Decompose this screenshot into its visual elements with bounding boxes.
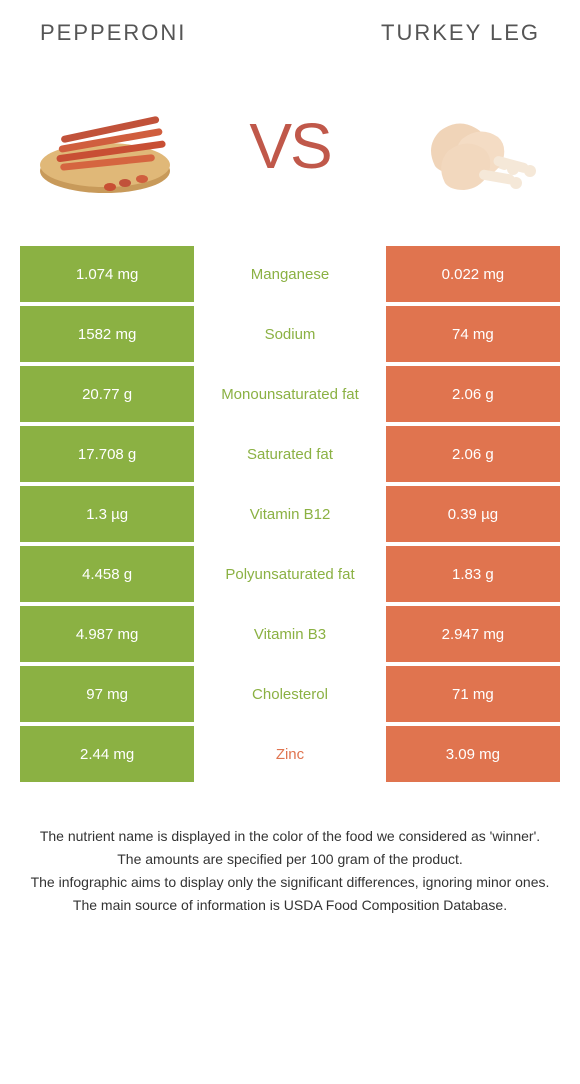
nutrient-row: 1.074 mgManganese0.022 mg xyxy=(20,246,560,302)
value-left: 1582 mg xyxy=(20,306,194,362)
value-right: 0.022 mg xyxy=(386,246,560,302)
footer-notes: The nutrient name is displayed in the co… xyxy=(0,786,580,916)
value-right: 0.39 µg xyxy=(386,486,560,542)
value-right: 3.09 mg xyxy=(386,726,560,782)
nutrient-row: 2.44 mgZinc3.09 mg xyxy=(20,726,560,782)
footer-line-4: The main source of information is USDA F… xyxy=(24,895,556,916)
value-right: 1.83 g xyxy=(386,546,560,602)
value-left: 97 mg xyxy=(20,666,194,722)
nutrient-label: Polyunsaturated fat xyxy=(194,546,386,602)
value-left: 1.074 mg xyxy=(20,246,194,302)
vs-label: VS xyxy=(249,109,330,183)
nutrient-label: Monounsaturated fat xyxy=(194,366,386,422)
nutrient-label: Zinc xyxy=(194,726,386,782)
vs-row: VS xyxy=(0,56,580,246)
value-right: 74 mg xyxy=(386,306,560,362)
pepperoni-image xyxy=(30,86,190,206)
nutrient-row: 20.77 gMonounsaturated fat2.06 g xyxy=(20,366,560,422)
nutrient-row: 97 mgCholesterol71 mg xyxy=(20,666,560,722)
nutrient-row: 17.708 gSaturated fat2.06 g xyxy=(20,426,560,482)
value-right: 71 mg xyxy=(386,666,560,722)
nutrient-label: Cholesterol xyxy=(194,666,386,722)
nutrient-label: Vitamin B3 xyxy=(194,606,386,662)
nutrient-row: 4.987 mgVitamin B32.947 mg xyxy=(20,606,560,662)
footer-line-1: The nutrient name is displayed in the co… xyxy=(24,826,556,847)
value-left: 2.44 mg xyxy=(20,726,194,782)
footer-line-2: The amounts are specified per 100 gram o… xyxy=(24,849,556,870)
nutrient-label: Saturated fat xyxy=(194,426,386,482)
header: PEPPERONI TURKEY LEG xyxy=(0,0,580,56)
value-left: 1.3 µg xyxy=(20,486,194,542)
turkey-leg-image xyxy=(390,86,550,206)
value-left: 4.458 g xyxy=(20,546,194,602)
value-left: 4.987 mg xyxy=(20,606,194,662)
footer-line-3: The infographic aims to display only the… xyxy=(24,872,556,893)
nutrient-row: 1582 mgSodium74 mg xyxy=(20,306,560,362)
nutrient-label: Manganese xyxy=(194,246,386,302)
value-right: 2.06 g xyxy=(386,426,560,482)
nutrient-row: 1.3 µgVitamin B120.39 µg xyxy=(20,486,560,542)
value-left: 20.77 g xyxy=(20,366,194,422)
title-turkey-leg: TURKEY LEG xyxy=(381,20,540,46)
nutrient-row: 4.458 gPolyunsaturated fat1.83 g xyxy=(20,546,560,602)
value-right: 2.947 mg xyxy=(386,606,560,662)
nutrient-table: 1.074 mgManganese0.022 mg1582 mgSodium74… xyxy=(0,246,580,782)
nutrient-label: Sodium xyxy=(194,306,386,362)
title-pepperoni: PEPPERONI xyxy=(40,20,186,46)
value-right: 2.06 g xyxy=(386,366,560,422)
value-left: 17.708 g xyxy=(20,426,194,482)
nutrient-label: Vitamin B12 xyxy=(194,486,386,542)
